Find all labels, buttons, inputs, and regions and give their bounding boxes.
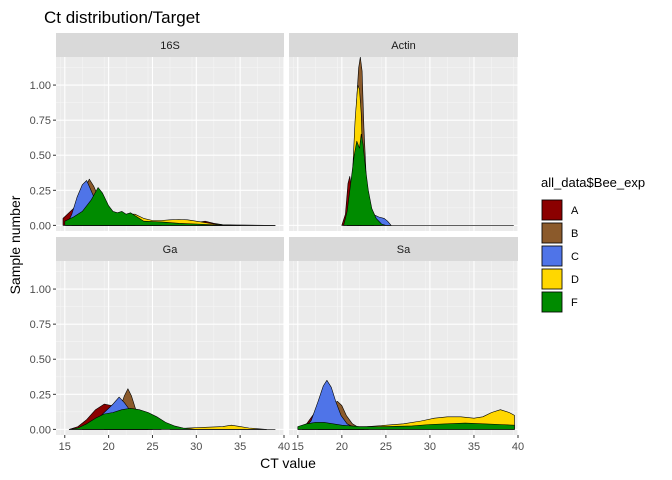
x-tick-label: 20 bbox=[336, 441, 348, 453]
y-tick-label: 0.75 bbox=[30, 115, 51, 127]
facet-panel-actin: Actin bbox=[289, 33, 519, 231]
x-tick-label: 20 bbox=[102, 441, 114, 453]
legend-swatch-f bbox=[541, 291, 563, 313]
facet-panel-sa: Sa 15 20 25 30 35 40 bbox=[289, 237, 524, 453]
y-tick-label: 0.50 bbox=[30, 354, 51, 366]
y-tick-label: 0.25 bbox=[30, 389, 51, 401]
y-tick-label: 0.00 bbox=[30, 424, 51, 436]
legend-swatch-b bbox=[541, 222, 563, 244]
density-d bbox=[169, 424, 267, 430]
legend-swatch-d bbox=[541, 268, 563, 290]
legend-swatch-a bbox=[541, 199, 563, 221]
density-f bbox=[64, 187, 276, 226]
density-f bbox=[343, 133, 514, 226]
x-axis-title: CT value bbox=[260, 455, 316, 471]
facet-panel-16s: 16S 0.00 0.25 0.50 0.75 1.00 bbox=[30, 33, 285, 232]
y-tick-label: 0.75 bbox=[30, 319, 51, 331]
facet-strip bbox=[56, 33, 284, 57]
x-tick-label: 15 bbox=[292, 441, 304, 453]
facet-strip bbox=[289, 237, 518, 261]
x-tick-label: 25 bbox=[146, 441, 158, 453]
density-areas bbox=[297, 380, 515, 430]
legend-swatch-c bbox=[541, 245, 563, 267]
x-tick-label: 25 bbox=[380, 441, 392, 453]
legend-label-c: C bbox=[571, 251, 579, 263]
chart-title: Ct distribution/Target bbox=[44, 8, 200, 27]
legend-label-b: B bbox=[571, 228, 578, 240]
x-tick-label: 30 bbox=[190, 441, 202, 453]
y-axis-title: Sample number bbox=[7, 195, 23, 294]
density-areas bbox=[68, 388, 276, 430]
y-tick-label: 1.00 bbox=[30, 284, 51, 296]
facet-strip-label: Actin bbox=[391, 40, 415, 52]
density-areas bbox=[62, 178, 276, 226]
legend-title: all_data$Bee_exp bbox=[541, 175, 645, 190]
density-f bbox=[297, 422, 515, 430]
facet-strip bbox=[56, 237, 284, 261]
legend-label-d: D bbox=[571, 274, 579, 286]
density-f bbox=[68, 408, 276, 430]
y-tick-label: 0.00 bbox=[30, 220, 51, 232]
facet-panel-ga: Ga 0.00 0.25 0.50 0.75 1.00 15 20 25 30 35 40 bbox=[30, 237, 290, 453]
x-tick-label: 40 bbox=[512, 441, 524, 453]
y-tick-label: 0.25 bbox=[30, 185, 51, 197]
x-tick-label: 40 bbox=[278, 441, 290, 453]
x-tick-label: 35 bbox=[468, 441, 480, 453]
facet-strip-label: Sa bbox=[397, 244, 411, 256]
legend-label-f: F bbox=[571, 297, 578, 309]
density-areas bbox=[341, 57, 514, 226]
facet-strip bbox=[289, 33, 518, 57]
x-tick-label: 30 bbox=[424, 441, 436, 453]
facet-panels: 16S 0.00 0.25 0.50 0.75 1.00 Actin Ga 0.00 0.25 0.… bbox=[30, 33, 524, 453]
facet-strip-label: Ga bbox=[163, 244, 179, 256]
facet-strip-label: 16S bbox=[160, 40, 180, 52]
legend-label-a: A bbox=[571, 205, 579, 217]
y-tick-label: 1.00 bbox=[30, 80, 51, 92]
y-tick-label: 0.50 bbox=[30, 150, 51, 162]
x-tick-label: 15 bbox=[59, 441, 71, 453]
x-tick-label: 35 bbox=[234, 441, 246, 453]
